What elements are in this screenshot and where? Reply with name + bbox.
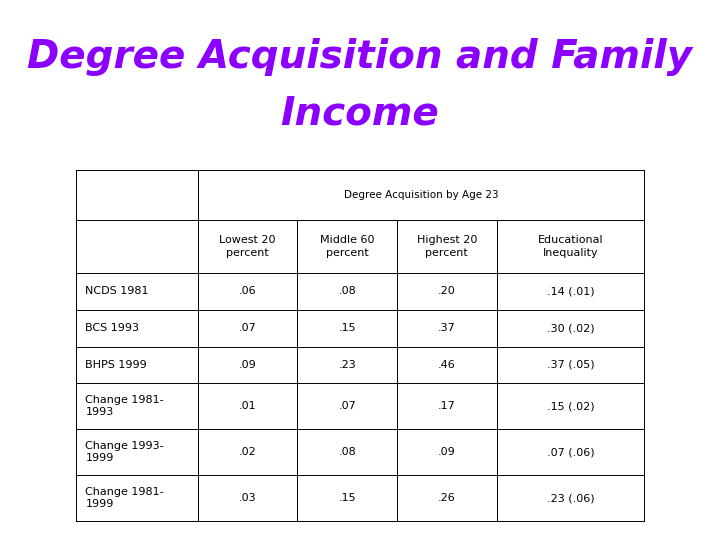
Text: .46: .46 [438, 360, 456, 370]
Text: Degree Acquisition and Family: Degree Acquisition and Family [27, 38, 693, 76]
Text: .01: .01 [239, 401, 256, 411]
Text: .06: .06 [239, 286, 256, 296]
Text: .09: .09 [438, 447, 456, 457]
Text: Income: Income [281, 94, 439, 132]
Text: .08: .08 [338, 286, 356, 296]
Text: .15: .15 [338, 493, 356, 503]
Text: BHPS 1999: BHPS 1999 [86, 360, 147, 370]
Text: .07: .07 [338, 401, 356, 411]
Text: .14 (.01): .14 (.01) [546, 286, 594, 296]
Text: Change 1993-
1999: Change 1993- 1999 [86, 441, 164, 463]
Text: .15: .15 [338, 323, 356, 333]
Text: Lowest 20
percent: Lowest 20 percent [220, 235, 276, 258]
Text: .37: .37 [438, 323, 456, 333]
Text: .30 (.02): .30 (.02) [546, 323, 594, 333]
Text: .37 (.05): .37 (.05) [546, 360, 594, 370]
Text: .03: .03 [239, 493, 256, 503]
Text: .17: .17 [438, 401, 456, 411]
Text: BCS 1993: BCS 1993 [86, 323, 140, 333]
Text: Highest 20
percent: Highest 20 percent [417, 235, 477, 258]
Text: .23: .23 [338, 360, 356, 370]
Text: .23 (.06): .23 (.06) [546, 493, 594, 503]
Text: Educational
Inequality: Educational Inequality [538, 235, 603, 258]
Text: .26: .26 [438, 493, 456, 503]
Text: .02: .02 [239, 447, 256, 457]
Text: .08: .08 [338, 447, 356, 457]
Text: .07: .07 [239, 323, 256, 333]
Text: .20: .20 [438, 286, 456, 296]
Text: Degree Acquisition by Age 23: Degree Acquisition by Age 23 [344, 190, 498, 200]
Text: .09: .09 [239, 360, 256, 370]
Text: .07 (.06): .07 (.06) [546, 447, 594, 457]
Text: NCDS 1981: NCDS 1981 [86, 286, 149, 296]
Text: Middle 60
percent: Middle 60 percent [320, 235, 374, 258]
Text: .15 (.02): .15 (.02) [546, 401, 594, 411]
Text: Change 1981-
1993: Change 1981- 1993 [86, 395, 164, 417]
Text: Change 1981-
1999: Change 1981- 1999 [86, 487, 164, 509]
